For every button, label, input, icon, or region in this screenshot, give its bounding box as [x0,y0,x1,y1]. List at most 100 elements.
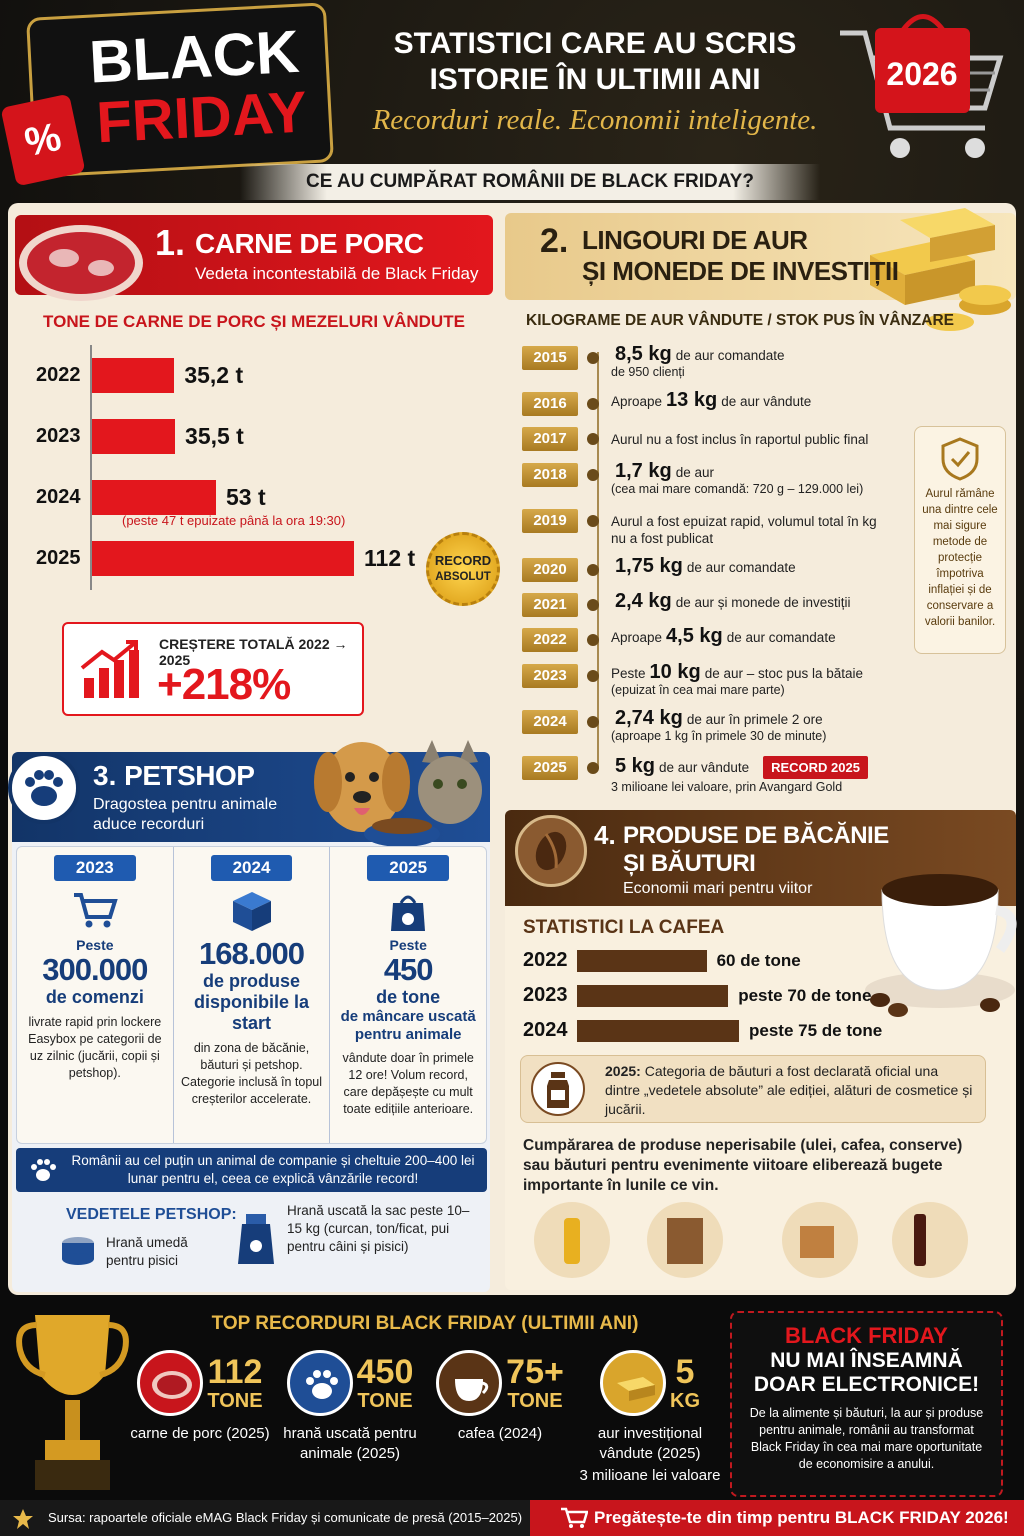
ellipse [88,260,114,276]
rect [129,650,139,698]
column-year: 2023 [53,855,136,881]
rect [667,1218,703,1264]
section-number: 2. [540,222,569,260]
polygon [458,740,478,764]
circle [305,1377,314,1385]
timeline-dot [587,514,599,527]
polygon [617,1377,655,1391]
timeline-big: 10 kg [649,660,701,683]
rect [564,1218,580,1264]
timeline-line: 8,5 kg de aur comandate [611,344,785,364]
timeline-text: Aurul nu a fost inclus în raportul publi… [611,432,869,448]
chart-title: KILOGRAME DE AUR VÂNDUTE / STOK PUS ÎN V… [526,312,954,329]
timeline-row: 2025 5 kg de aur vândute RECORD 2025 3 milio… [522,755,912,796]
record-unit: TONE [507,1389,563,1412]
timeline-text: de aur – stoc pus la bătaie [704,665,864,681]
path [455,1379,484,1401]
polygon [900,208,995,238]
timeline-detail: (aproape 1 kg în primele 30 de minute) [611,728,827,743]
record-glyph [305,1370,338,1399]
timeline-line: 2,74 kg de aur în primele 2 ore [611,708,826,728]
ellipse [535,831,567,871]
record-values: 112 TONE [207,1354,262,1413]
svg [535,831,567,871]
timeline-text: de aur și monede de investiții [675,595,851,611]
footer-source: Sursa: rapoartele oficiale eMAG Black Fr… [0,1500,530,1536]
stars-title: VEDETELE PETSHOP: [66,1206,237,1223]
record-icon [436,1350,503,1416]
bar-year: 2025 [36,546,81,569]
source-text: Sursa: rapoartele oficiale eMAG Black Fr… [48,1510,523,1525]
column-big: 450 [383,952,434,987]
timeline-dot [587,468,599,481]
column-year: 2025 [367,855,450,881]
bar [577,1020,739,1042]
record-value: 5 [675,1352,695,1391]
callout-line: NU MAI ÎNSEAMNĂ [770,1349,963,1372]
column-unit: de tone [376,987,441,1007]
path [994,905,1017,953]
column-unit: de mâncare uscată pentru animale [340,1008,476,1043]
growth-icon [80,640,139,698]
timeline-text: de aur vândute [659,759,750,775]
ellipse [870,993,890,1007]
timeline-text: de aur [675,464,714,480]
record-value: 112 [207,1352,263,1391]
column-big: 300.000 [42,952,148,987]
circle [892,1202,968,1278]
ellipse [322,742,402,832]
circle [250,1240,262,1252]
path [900,14,946,32]
coffee-icon [865,874,1017,1017]
record-item: 5 KG aur investițional vândute (2025) 3 mil… [575,1350,725,1498]
record-item: 75+ TONE cafea (2024) [425,1350,575,1498]
circle [457,779,467,789]
record-label: aur investițional vândute (2025) [597,1425,703,1462]
timeline-line: 2,4 kg de aur și monede de investiții [611,590,851,613]
records: 112 TONE carne de porc (2025) 450 TONE hrană … [125,1350,725,1498]
circle [580,1524,584,1528]
svg [25,770,63,806]
bar-year: 2023 [523,984,568,1006]
bar [577,985,729,1007]
bar [577,950,707,972]
ellipse [980,998,1000,1012]
timeline-body: Aurul nu a fost inclus în raportul publi… [611,427,868,448]
rect [114,660,124,698]
product-icons [534,1202,968,1278]
ellipse [882,874,998,906]
ellipse [36,1169,50,1181]
value-label: peste 70 de tone [738,985,872,1005]
timeline-text: de aur comandate [726,630,836,646]
record-label: carne de porc (2025) [130,1425,270,1442]
record-extra: 3 milioane lei valoare [579,1467,721,1484]
ellipse [314,752,342,812]
polygon [232,901,252,931]
timeline-big: 2,4 kg [615,590,672,613]
section-title: PETSHOP [124,760,255,791]
timeline-body: Aproape 4,5 kg de aur comandate [611,626,836,646]
circle [85,920,93,928]
timeline-body: 2,4 kg de aur și monede de investiții [611,590,851,613]
path [481,1381,489,1395]
rect [875,28,970,113]
timeline-year: 2024 [522,709,578,734]
timeline-year: 2020 [522,557,578,582]
path [561,1507,588,1524]
column-year: 2024 [210,855,293,881]
year-text: 2026 [886,56,957,92]
timeline-body: 2,74 kg de aur în primele 2 ore (aproape 1… [611,708,827,745]
rect [551,1072,565,1078]
record-top: 75+ TONE [436,1350,564,1416]
column-text: din zona de băcănie, băuturi și petshop.… [180,1041,323,1106]
axis-line [90,345,92,590]
circle [965,138,985,158]
circle [369,772,379,782]
record-value: 450 [356,1352,414,1391]
timeline-row: 2022 Aproape 4,5 kg de aur comandate [522,626,912,653]
paw-icon [8,752,80,824]
title-line: ȘI BĂUTURI [623,850,756,877]
bag-icon [238,1214,274,1264]
value-label: 53 t [225,483,266,510]
polygon [905,260,975,305]
